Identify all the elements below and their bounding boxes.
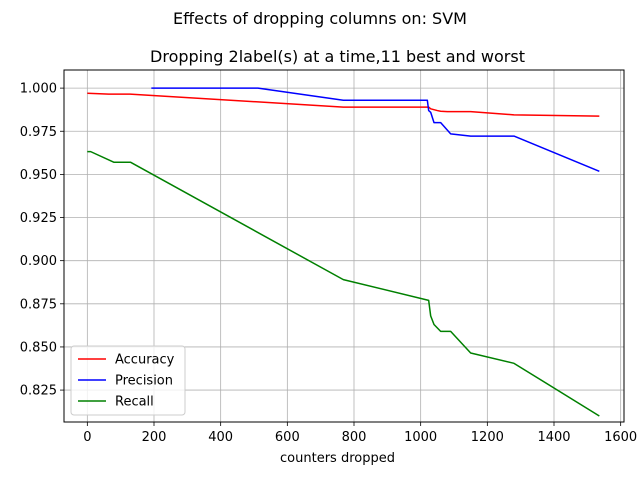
x-tick-label: 800 bbox=[342, 430, 367, 445]
x-tick-label: 0 bbox=[83, 430, 91, 445]
series-line-accuracy bbox=[87, 92, 600, 117]
x-tick-label: 1000 bbox=[404, 430, 437, 445]
legend-label: Recall bbox=[115, 395, 154, 410]
plot-area-frame bbox=[63, 69, 625, 423]
y-tick-label: 0.825 bbox=[20, 384, 57, 399]
y-tick-label: 0.850 bbox=[20, 340, 57, 355]
series-line-precision bbox=[151, 87, 600, 172]
y-tick-label: 1.000 bbox=[20, 82, 57, 97]
x-tick-label: 400 bbox=[208, 430, 233, 445]
axes-title: Dropping 2label(s) at a time,11 best and… bbox=[150, 47, 525, 66]
legend: Accuracy Precision Recall bbox=[70, 345, 186, 416]
x-tick-label: 1200 bbox=[471, 430, 504, 445]
x-tick-label: 200 bbox=[142, 430, 167, 445]
y-tick-label: 0.875 bbox=[20, 297, 57, 312]
y-tick-label: 0.925 bbox=[20, 211, 57, 226]
series-line-recall bbox=[87, 150, 600, 417]
legend-label: Accuracy bbox=[115, 353, 175, 368]
axis-ticks: 0 200 400 600 800 1000 1200 1400 1600 0.825 0.850 0… bbox=[20, 82, 637, 445]
x-axis-label: counters dropped bbox=[280, 451, 395, 466]
x-tick-label: 1600 bbox=[604, 430, 637, 445]
x-tick-label: 600 bbox=[275, 430, 300, 445]
legend-box bbox=[70, 345, 186, 416]
y-tick-label: 0.900 bbox=[20, 254, 57, 269]
y-tick-label: 0.975 bbox=[20, 125, 57, 140]
x-tick-label: 1400 bbox=[537, 430, 570, 445]
series-lines bbox=[87, 87, 600, 417]
figure-suptitle: Effects of dropping columns on: SVM bbox=[173, 9, 467, 28]
legend-label: Precision bbox=[115, 374, 173, 389]
y-tick-label: 0.950 bbox=[20, 168, 57, 183]
